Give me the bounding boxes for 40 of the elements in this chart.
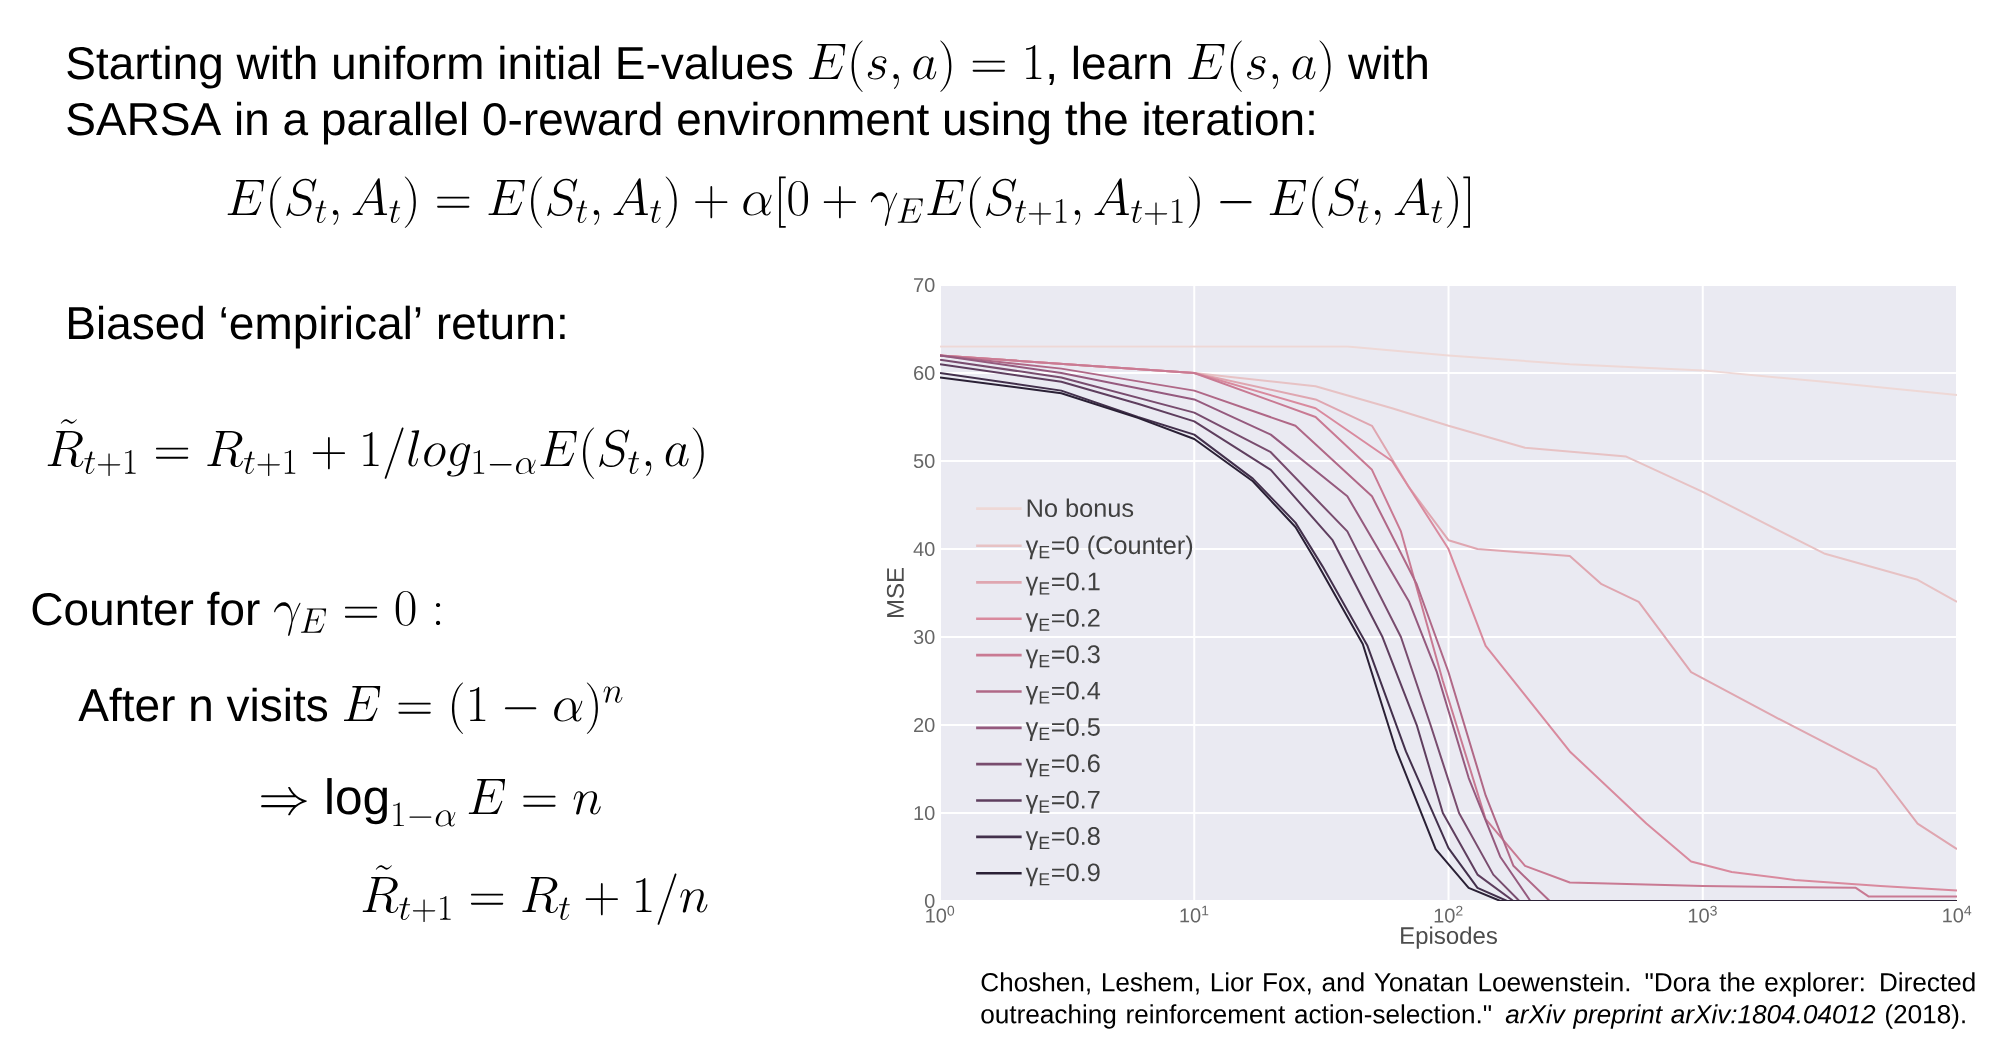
text: Choshen, Leshem, Lior Fox, and Yonatan Loewenstein. "Dora the explorer: Directed outreaching reinforcement action-selection." arXiv preprint arXiv:1804.04012 (2018).: [981, 972, 1975, 1029]
y-tick-label: 20: [914, 717, 935, 733]
y-tick-label: 60: [914, 365, 935, 381]
x-tick-label: 10$^{4}$: [1943, 905, 1972, 923]
text: $E(s,a)=1$: [809, 40, 1042, 92]
y-tick-label: 40: [913, 541, 935, 557]
x-tick-label: 10$^{1}$: [1180, 905, 1209, 923]
legend-label: γ$_{E}$=0.4: [1025, 681, 1101, 705]
text: SARSA in a parallel 0-reward environment using the iteration:: [67, 101, 1314, 145]
legend-label: No bonus: [1027, 498, 1134, 518]
legend-label: γ$_{E}$=0 (Counter): [1025, 535, 1193, 560]
text: with: [1347, 45, 1427, 80]
x-axis-title: Episodes: [1401, 926, 1497, 949]
legend-label: γ$_{E}$=0.2: [1025, 608, 1100, 632]
legend-label: γ$_{E}$=0.5: [1025, 717, 1100, 741]
y-axis-title: MSE: [886, 568, 904, 618]
y-tick-label: 70: [914, 277, 935, 293]
text: Starting with uniform initial E-values: [67, 45, 793, 89]
text: $E(s,a)$: [1188, 40, 1331, 92]
text: $E(S_t,A_t)=E(S_t,A_t)+\alpha[0+\gamma_E E(S_{t+1},A_{t+1})-E(S_t,A_t)]$: [227, 176, 1470, 228]
x-tick-label: 10$^{3}$: [1688, 905, 1717, 923]
y-tick-label: 10: [914, 805, 935, 821]
text: $\tilde{R}_{t+1}=R_t+1/n$: [362, 865, 708, 925]
text: Biased ‘empirical’ return:: [69, 305, 565, 349]
text: Counter for: [32, 591, 260, 626]
text: $\gamma_E=0:$: [274, 591, 441, 637]
y-tick-label: 50: [913, 453, 935, 469]
text: $\tilde{R}_{t+1}=R_{t+1}+1/log_{1-\alpha}E(S_t,a)$: [47, 419, 704, 479]
legend-label: γ$_{E}$=0.3: [1025, 645, 1100, 669]
legend-label: γ$_{E}$=0.9: [1025, 863, 1100, 887]
x-tick-label: 10$^{2}$: [1434, 905, 1463, 923]
text: $\Rightarrow \log_{1-\alpha}E=n$: [261, 778, 601, 827]
legend-label: γ$_{E}$=0.6: [1025, 754, 1100, 778]
text: , learn: [1049, 45, 1171, 85]
legend-label: γ$_{E}$=0.7: [1025, 790, 1100, 814]
text: After n visits: [78, 687, 328, 722]
legend-label: γ$_{E}$=0.8: [1025, 827, 1100, 850]
y-tick-label: 30: [913, 629, 935, 645]
legend-label: γ$_{E}$=0.1: [1025, 572, 1100, 596]
text: $E=(1-\alpha)^n$: [343, 682, 623, 734]
